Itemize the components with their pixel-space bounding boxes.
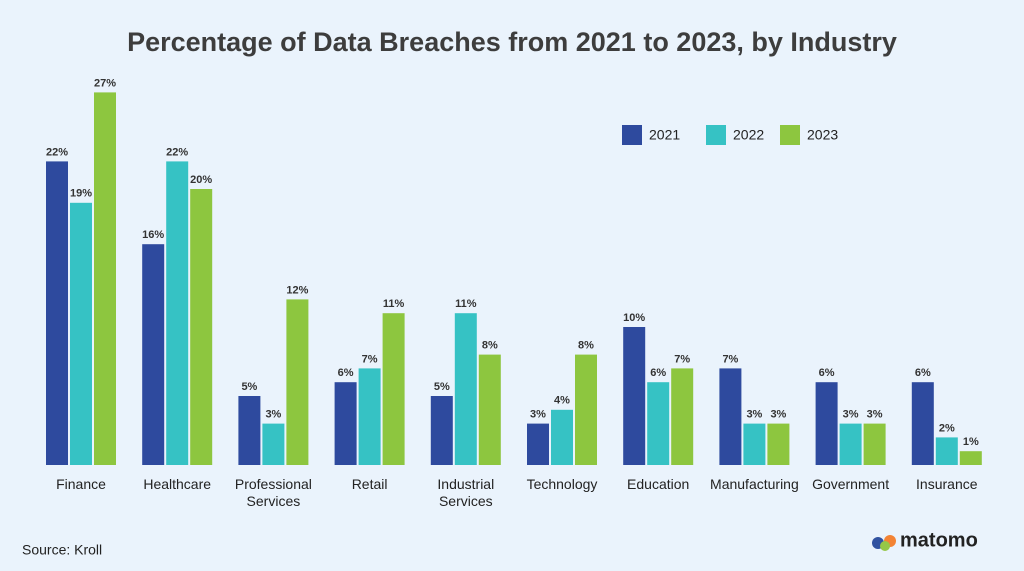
data-label: 4% (554, 395, 570, 407)
bar (623, 327, 646, 465)
legend-swatch (706, 125, 726, 145)
bar (551, 409, 573, 465)
source: Source: Kroll (22, 542, 102, 558)
data-label: 3% (843, 409, 859, 421)
data-label: 3% (770, 409, 786, 421)
bar (527, 423, 549, 465)
bar (671, 368, 694, 465)
bar (743, 423, 766, 465)
x-tick-label: Technology (526, 476, 598, 492)
bar (839, 423, 862, 465)
bar (575, 354, 597, 465)
bar (767, 423, 790, 465)
data-label: 6% (915, 367, 931, 379)
x-tick-label: Manufacturing (710, 476, 799, 492)
data-label: 5% (241, 381, 257, 393)
bar (70, 202, 92, 466)
bar (454, 313, 477, 465)
data-label: 27% (94, 77, 116, 89)
x-tick-label: Insurance (916, 476, 978, 492)
data-label: 6% (819, 367, 835, 379)
data-label: 20% (190, 174, 212, 186)
data-label: 1% (963, 436, 979, 448)
bar (382, 313, 405, 465)
x-tick-label: Education (627, 476, 690, 492)
bar (262, 423, 285, 465)
data-label: 12% (286, 284, 308, 296)
data-label: 22% (166, 146, 188, 158)
x-tick-label: Finance (56, 476, 106, 492)
data-label: 3% (746, 409, 762, 421)
legend-label: 2021 (649, 127, 680, 143)
bar (358, 368, 381, 465)
data-label: 8% (578, 340, 594, 352)
x-tick-label: Healthcare (143, 476, 212, 492)
chart-title: Percentage of Data Breaches from 2021 to… (127, 27, 897, 57)
bar (478, 354, 501, 465)
bar (190, 189, 213, 465)
data-label: 2% (939, 422, 955, 434)
data-label: 8% (482, 340, 498, 352)
data-label: 6% (650, 367, 666, 379)
bar (815, 382, 838, 465)
data-label: 3% (265, 409, 281, 421)
data-label: 3% (867, 409, 883, 421)
brand: matomo (900, 529, 978, 551)
bar (46, 161, 68, 465)
data-label: 19% (70, 188, 92, 200)
bar (959, 451, 982, 465)
legend-swatch (780, 125, 800, 145)
brand-logo (872, 535, 896, 551)
bar (863, 423, 886, 465)
data-label: 7% (674, 353, 690, 365)
bar (647, 382, 670, 465)
bar (719, 368, 742, 465)
data-label: 22% (46, 146, 68, 158)
data-label: 16% (142, 229, 164, 241)
x-tick-label: Government (812, 476, 890, 492)
bar (166, 161, 189, 465)
bar (142, 244, 165, 465)
bar (94, 92, 116, 466)
bar (334, 382, 357, 465)
x-tick-label: Professional Services (234, 476, 312, 509)
data-label: 3% (530, 409, 546, 421)
x-tick-label: Industrial Services (437, 476, 495, 509)
data-label: 11% (383, 298, 405, 310)
legend-label: 2023 (807, 127, 838, 143)
bar (286, 299, 309, 465)
data-label: 11% (455, 298, 477, 310)
data-label: 6% (338, 367, 354, 379)
legend-swatch (622, 125, 642, 145)
bar (430, 396, 453, 465)
data-label: 7% (362, 353, 378, 365)
data-label: 10% (623, 312, 645, 324)
bar (911, 382, 934, 465)
x-tick-label: Retail (351, 476, 388, 492)
bar (935, 437, 958, 465)
data-label: 5% (434, 381, 450, 393)
bar (238, 396, 261, 465)
legend-label: 2022 (733, 127, 764, 143)
data-label: 7% (722, 353, 738, 365)
